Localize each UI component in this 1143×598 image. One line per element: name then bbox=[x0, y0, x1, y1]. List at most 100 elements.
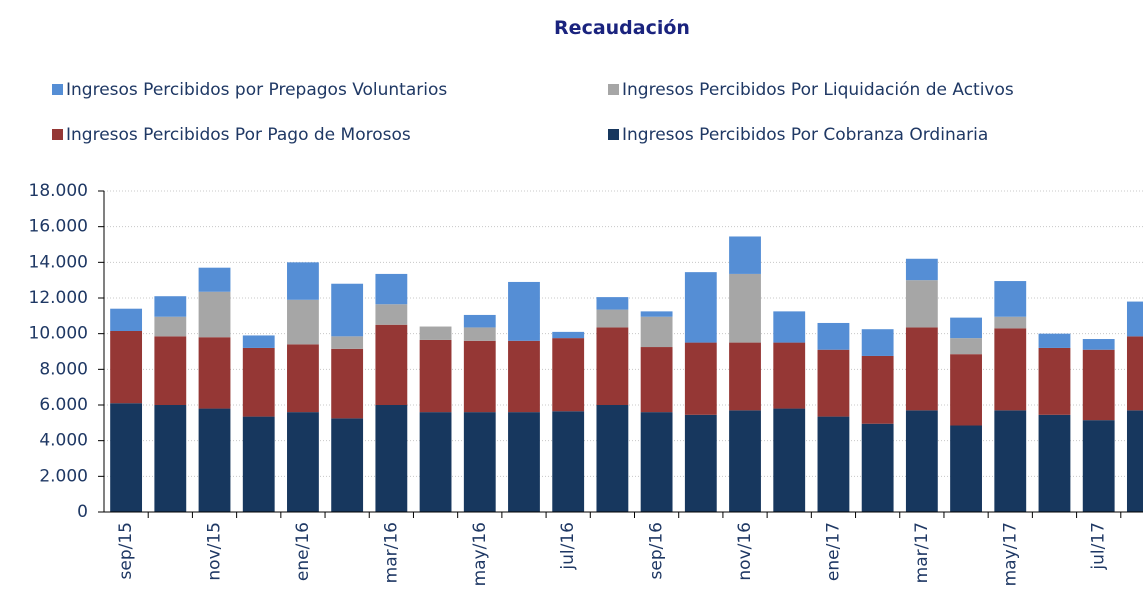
bar-segment bbox=[331, 336, 364, 349]
bar-segment bbox=[994, 328, 1027, 411]
bar-segment bbox=[1126, 336, 1143, 411]
bar-segment bbox=[552, 338, 585, 412]
bar-segment bbox=[994, 410, 1027, 512]
y-tick-label: 12.000 bbox=[29, 288, 88, 308]
bar-segment bbox=[1082, 349, 1115, 421]
bar-segment bbox=[950, 317, 982, 339]
x-tick-label: sep/16 bbox=[647, 522, 667, 579]
bar-segment bbox=[905, 410, 938, 512]
bar-segment bbox=[508, 340, 540, 413]
x-tick-label: mar/16 bbox=[381, 522, 401, 583]
legend-swatch bbox=[52, 84, 63, 95]
bar-segment bbox=[773, 342, 806, 409]
bar-segment bbox=[375, 405, 408, 512]
bar-segment bbox=[110, 308, 143, 331]
bar-segment bbox=[287, 262, 319, 300]
bar-segment bbox=[110, 330, 143, 404]
bar-segment bbox=[684, 342, 717, 415]
bar-segment bbox=[861, 355, 894, 424]
legend-label: Ingresos Percibidos Por Cobranza Ordinar… bbox=[622, 125, 988, 145]
bar-segment bbox=[905, 258, 938, 281]
bar-segment bbox=[287, 299, 319, 345]
bar-segment bbox=[684, 272, 717, 343]
bar-segment bbox=[684, 414, 717, 512]
bar-segment bbox=[596, 327, 629, 405]
bar-segment bbox=[861, 423, 894, 512]
bar-segment bbox=[950, 354, 982, 426]
bar-segment bbox=[729, 273, 761, 343]
bar-segment bbox=[861, 329, 894, 356]
bar-segment bbox=[463, 327, 496, 341]
bar-segment bbox=[817, 416, 850, 512]
bar-segment bbox=[154, 296, 187, 317]
bar-segment bbox=[817, 322, 850, 350]
bar-segment bbox=[905, 280, 938, 328]
bar-segment bbox=[1082, 339, 1115, 350]
bar-segment bbox=[640, 316, 673, 348]
x-tick-label: ene/16 bbox=[293, 522, 313, 581]
x-tick-label: may/16 bbox=[470, 522, 490, 586]
legend-label: Ingresos Percibidos Por Pago de Morosos bbox=[66, 125, 411, 145]
bar-segment bbox=[1082, 420, 1115, 512]
bar-segment bbox=[110, 403, 143, 512]
y-tick-label: 0 bbox=[77, 502, 88, 522]
bar-segment bbox=[198, 267, 231, 292]
bar-segment bbox=[640, 412, 673, 512]
y-tick-label: 8.000 bbox=[39, 359, 88, 379]
bar-segment bbox=[729, 410, 761, 512]
bar-segment bbox=[331, 418, 364, 512]
bar-segment bbox=[242, 335, 275, 348]
bar-segment bbox=[198, 408, 231, 512]
y-tick-label: 6.000 bbox=[39, 395, 88, 415]
bar-segment bbox=[331, 348, 364, 419]
bar-segment bbox=[1038, 347, 1071, 415]
bar-segment bbox=[287, 344, 319, 413]
bar-segment bbox=[375, 304, 408, 325]
chart-title: Recaudación bbox=[554, 17, 690, 39]
y-tick-label: 2.000 bbox=[39, 466, 88, 486]
y-tick-label: 16.000 bbox=[29, 217, 88, 237]
bar-segment bbox=[817, 349, 850, 417]
x-tick-label: mar/17 bbox=[912, 522, 932, 583]
bar-segment bbox=[950, 338, 982, 355]
bar-segment bbox=[1126, 410, 1143, 512]
bar-segment bbox=[552, 331, 585, 339]
x-tick-label: sep/15 bbox=[116, 522, 136, 579]
bar-segment bbox=[905, 327, 938, 411]
legend-swatch bbox=[608, 84, 619, 95]
bar-segment bbox=[463, 340, 496, 413]
x-tick-label: nov/16 bbox=[735, 522, 755, 581]
legend-swatch bbox=[52, 129, 63, 140]
bar-segment bbox=[375, 324, 408, 405]
bar-segment bbox=[1126, 301, 1143, 337]
bar-segment bbox=[596, 297, 629, 310]
y-tick-label: 18.000 bbox=[29, 181, 88, 201]
x-tick-label: ene/17 bbox=[823, 522, 843, 581]
bar-segment bbox=[994, 316, 1027, 329]
x-tick-label: jul/16 bbox=[558, 522, 578, 571]
bar-segment bbox=[729, 236, 761, 274]
bar-segment bbox=[198, 337, 231, 409]
bar-segment bbox=[596, 309, 629, 328]
y-tick-label: 4.000 bbox=[39, 431, 88, 451]
legend-label: Ingresos Percibidos por Prepagos Volunta… bbox=[66, 80, 447, 100]
legend-label: Ingresos Percibidos Por Liquidación de A… bbox=[622, 80, 1014, 100]
x-tick-label: nov/15 bbox=[205, 522, 225, 581]
bar-segment bbox=[994, 281, 1027, 317]
bar-segment bbox=[154, 405, 187, 512]
y-tick-label: 14.000 bbox=[29, 252, 88, 272]
legend-swatch bbox=[608, 129, 619, 140]
bar-segment bbox=[729, 342, 761, 411]
bar-segment bbox=[463, 412, 496, 512]
bar-segment bbox=[154, 316, 187, 337]
bar-segment bbox=[596, 405, 629, 512]
bar-segment bbox=[1038, 414, 1071, 512]
bar-segment bbox=[287, 412, 319, 512]
bar-segment bbox=[463, 314, 496, 328]
bar-segment bbox=[508, 281, 540, 341]
bar-segment bbox=[331, 283, 364, 337]
bar-segment bbox=[242, 416, 275, 512]
bar-segment bbox=[375, 273, 408, 305]
bar-segment bbox=[773, 311, 806, 343]
